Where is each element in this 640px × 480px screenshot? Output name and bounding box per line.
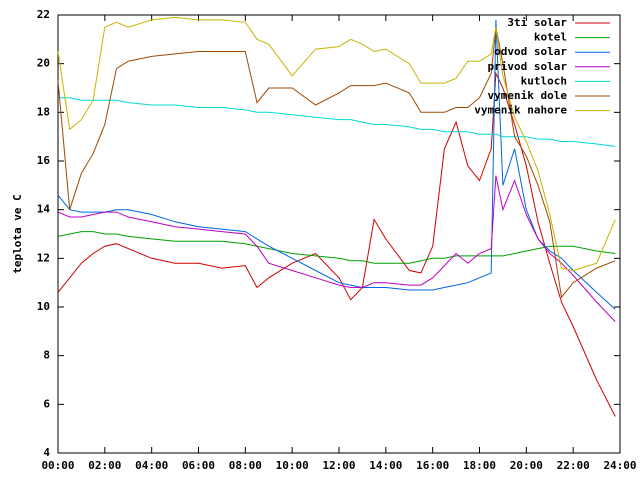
- series-line: [58, 97, 616, 147]
- x-tick-label: 20:00: [510, 459, 543, 472]
- x-tick-label: 22:00: [557, 459, 590, 472]
- y-tick-label: 10: [37, 300, 50, 313]
- series-line: [57, 27, 616, 299]
- x-tick-label: 18:00: [463, 459, 496, 472]
- x-tick-label: 12:00: [322, 459, 355, 472]
- legend-label: privod solar: [488, 60, 568, 73]
- series-line: [57, 175, 616, 322]
- series-line: [57, 71, 616, 417]
- legend-label: kotel: [534, 31, 567, 44]
- series-line: [57, 16, 616, 272]
- y-tick-label: 20: [37, 57, 50, 70]
- x-tick-label: 24:00: [603, 459, 636, 472]
- x-tick-label: 00:00: [41, 459, 74, 472]
- y-tick-label: 22: [37, 8, 50, 21]
- legend-label: vymenik nahore: [474, 104, 567, 117]
- y-tick-label: 16: [37, 154, 51, 167]
- y-tick-label: 6: [43, 397, 50, 410]
- series-line: [57, 19, 616, 310]
- legend-label: odvod solar: [494, 45, 567, 58]
- legend-label: kutloch: [521, 74, 567, 87]
- y-tick-label: 18: [37, 105, 50, 118]
- x-tick-label: 04:00: [135, 459, 168, 472]
- y-tick-label: 14: [37, 203, 51, 216]
- x-tick-label: 16:00: [416, 459, 449, 472]
- y-tick-label: 12: [37, 251, 50, 264]
- legend-label: 3ti solar: [507, 16, 567, 29]
- legend-label: vymenik dole: [488, 89, 568, 102]
- series-line: [57, 231, 616, 264]
- y-tick-label: 4: [43, 446, 50, 459]
- x-tick-label: 14:00: [369, 459, 402, 472]
- x-tick-label: 10:00: [276, 459, 309, 472]
- y-axis-label: teplota ve C: [11, 194, 24, 273]
- y-tick-label: 8: [43, 349, 50, 362]
- x-tick-label: 02:00: [88, 459, 121, 472]
- x-tick-label: 06:00: [182, 459, 215, 472]
- x-tick-label: 08:00: [229, 459, 262, 472]
